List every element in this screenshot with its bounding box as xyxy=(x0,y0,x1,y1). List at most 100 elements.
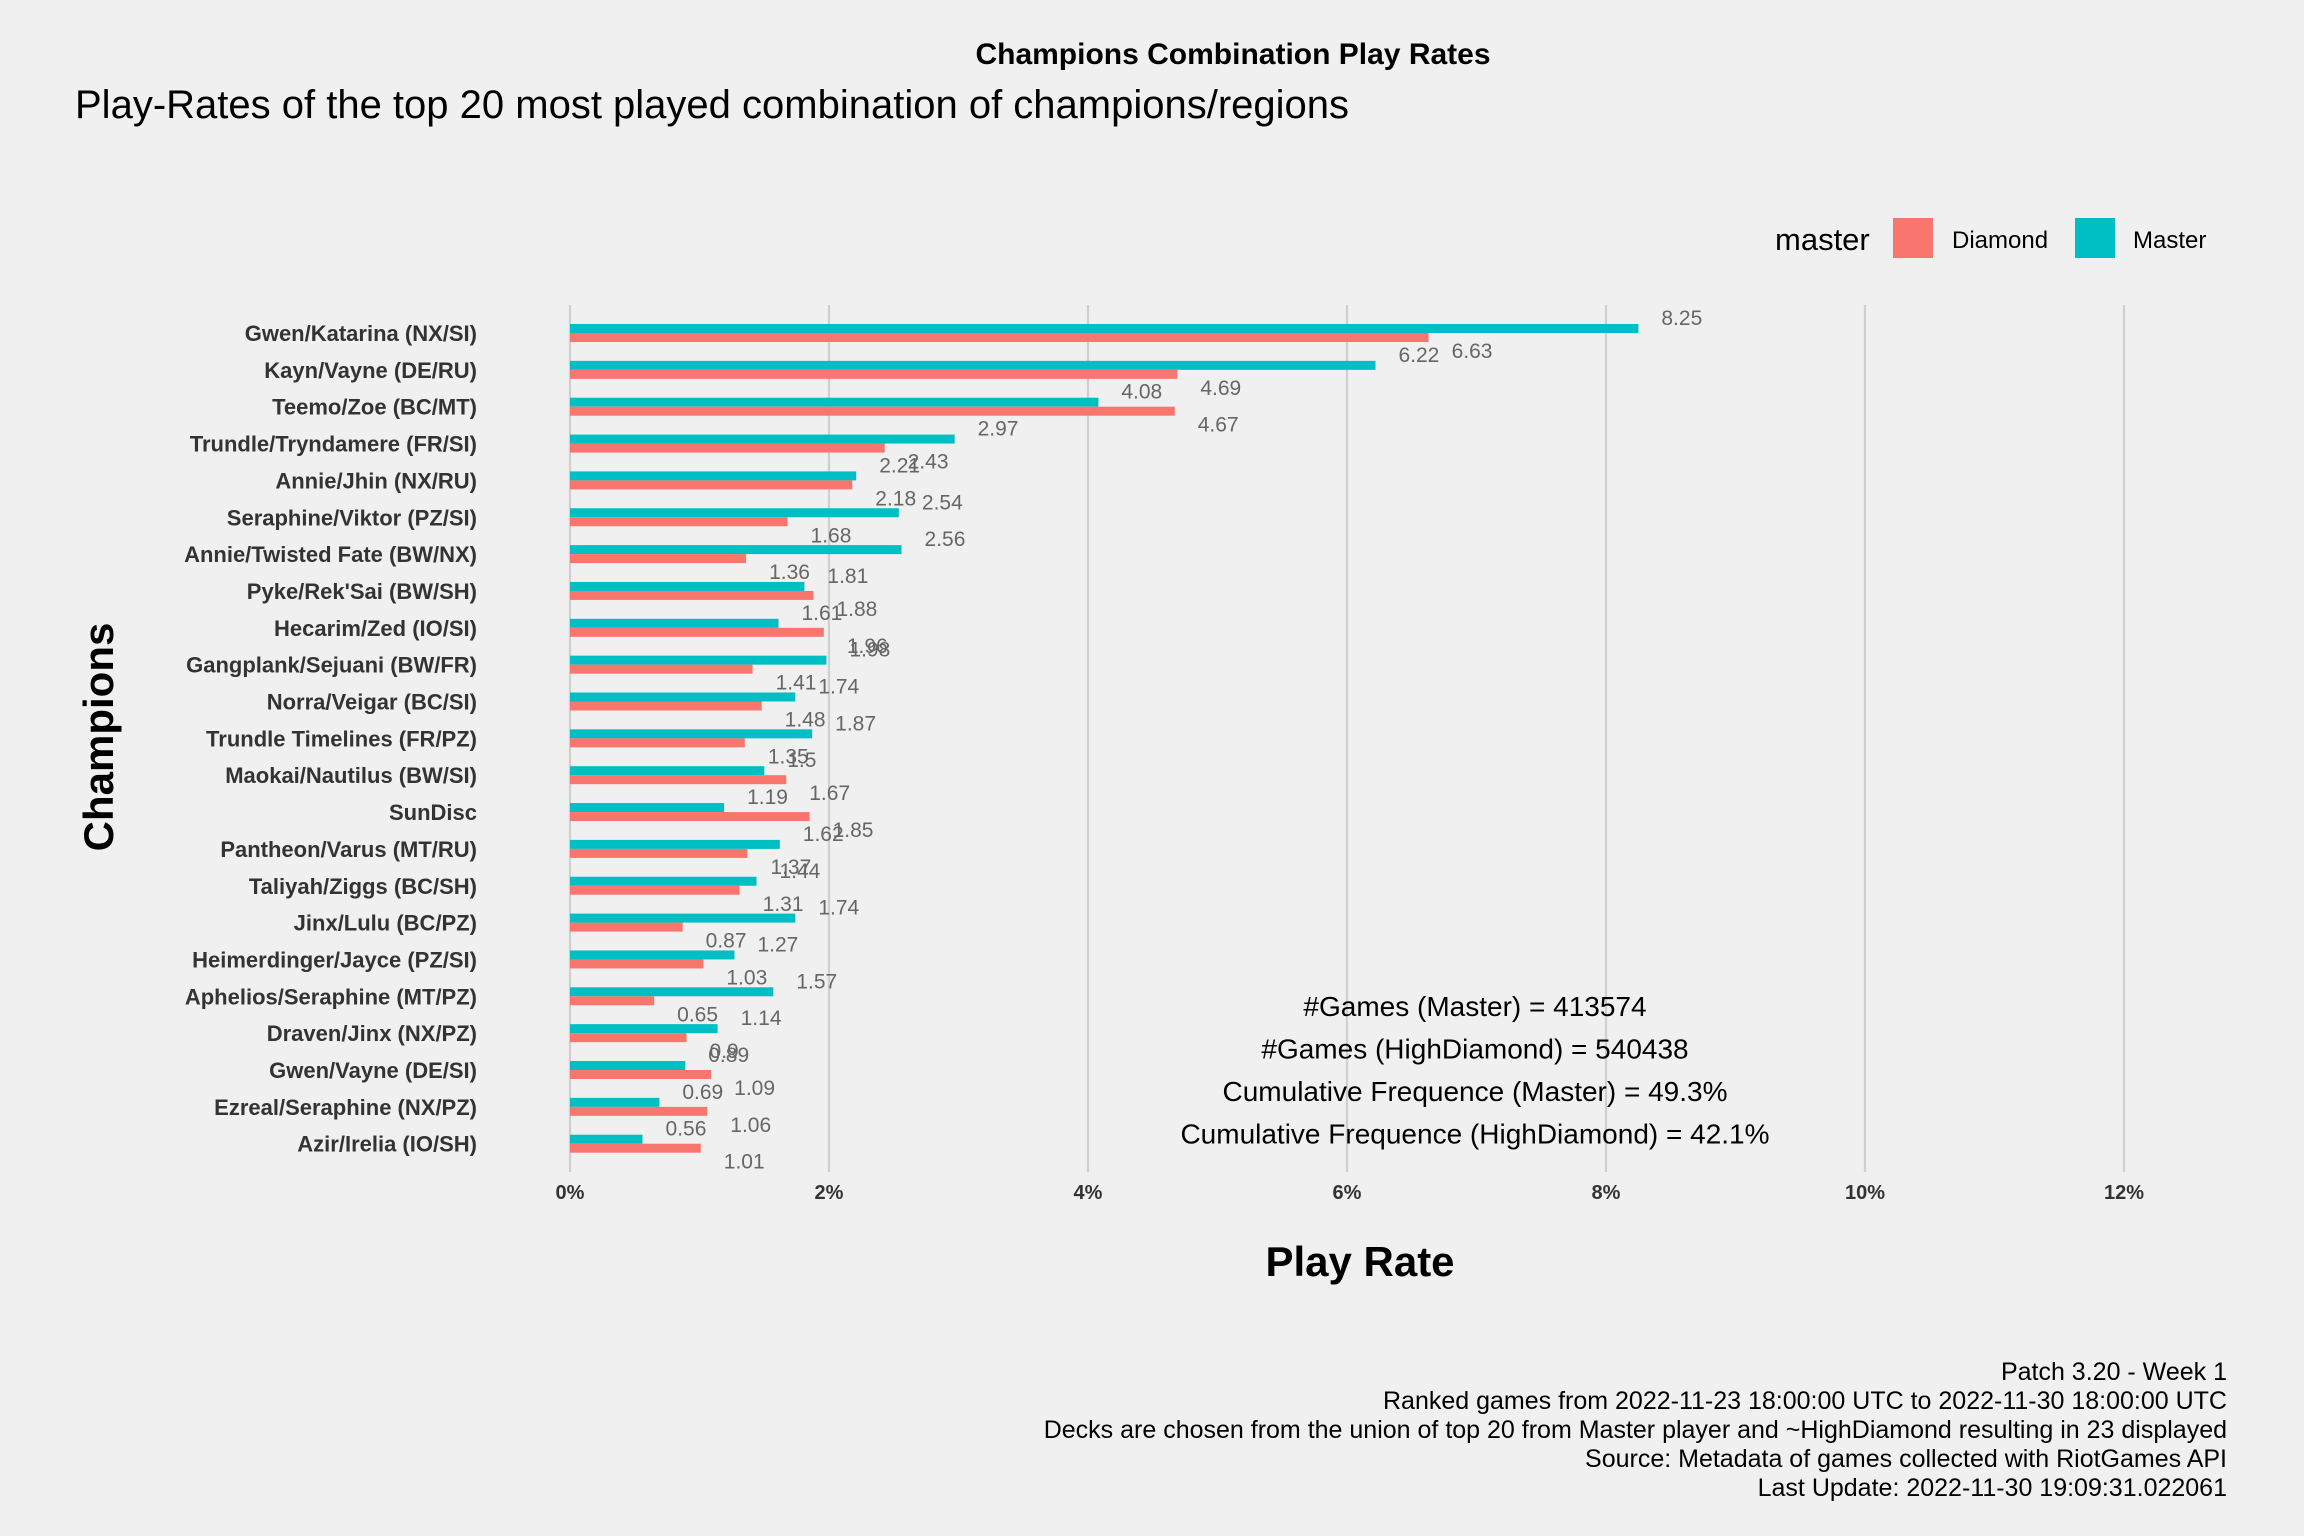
x-tick-label-3: 6% xyxy=(1333,1182,1362,1204)
value-label-diamond-16: 0.87 xyxy=(706,930,747,953)
x-tick-label-5: 10% xyxy=(1845,1182,1885,1204)
category-label-7: Pyke/Rek'Sai (BW/SH) xyxy=(247,579,477,604)
value-label-diamond-3: 2.43 xyxy=(908,451,949,474)
bar-diamond-16 xyxy=(570,922,683,932)
value-label-master-1: 6.22 xyxy=(1398,344,1439,367)
bar-master-3 xyxy=(570,434,955,444)
bar-diamond-20 xyxy=(570,1070,712,1079)
chart-title: Champions Combination Play Rates xyxy=(975,38,1490,71)
chart-subtitle: Play-Rates of the top 20 most played com… xyxy=(75,83,1349,127)
category-label-5: Seraphine/Viktor (PZ/SI) xyxy=(227,505,477,530)
value-label-master-15: 1.44 xyxy=(779,860,820,883)
category-label-11: Trundle Timelines (FR/PZ) xyxy=(206,726,477,751)
legend: master Diamond Master xyxy=(1775,218,2206,258)
bar-diamond-12 xyxy=(570,775,787,785)
y-axis-title: Champions xyxy=(75,623,122,852)
value-label-master-11: 1.87 xyxy=(835,712,876,735)
value-label-diamond-19: 0.9 xyxy=(710,1040,739,1063)
bar-diamond-21 xyxy=(570,1106,708,1116)
value-label-master-2: 4.08 xyxy=(1121,381,1162,404)
bar-master-14 xyxy=(570,839,780,849)
bar-diamond-15 xyxy=(570,885,740,895)
value-label-diamond-4: 2.18 xyxy=(875,487,916,510)
bar-master-5 xyxy=(570,508,899,518)
category-label-3: Trundle/Tryndamere (FR/SI) xyxy=(190,432,477,457)
value-label-master-0: 8.25 xyxy=(1661,307,1702,330)
bar-master-22 xyxy=(570,1134,643,1144)
bars xyxy=(570,324,1639,1153)
bar-diamond-0 xyxy=(570,333,1429,342)
caption-line-0: Patch 3.20 - Week 1 xyxy=(2001,1358,2227,1386)
bar-diamond-18 xyxy=(570,996,655,1006)
category-label-2: Teemo/Zoe (BC/MT) xyxy=(272,395,477,420)
bar-master-4 xyxy=(570,471,857,481)
bar-diamond-5 xyxy=(570,517,788,527)
value-label-diamond-10: 1.48 xyxy=(785,709,826,732)
bar-master-10 xyxy=(570,692,796,702)
value-label-master-3: 2.97 xyxy=(978,418,1019,441)
legend-swatch-master xyxy=(2075,218,2115,258)
bar-diamond-9 xyxy=(570,664,753,674)
bar-master-13 xyxy=(570,803,725,813)
bar-diamond-19 xyxy=(570,1033,687,1043)
bar-diamond-17 xyxy=(570,959,704,969)
value-label-diamond-7: 1.88 xyxy=(836,598,877,621)
annotation-2: Cumulative Frequence (Master) = 49.3% xyxy=(1223,1076,1728,1107)
bar-diamond-14 xyxy=(570,848,748,858)
value-label-diamond-13: 1.85 xyxy=(833,819,874,842)
category-label-18: Aphelios/Seraphine (MT/PZ) xyxy=(185,984,477,1009)
bar-master-16 xyxy=(570,913,796,923)
category-label-16: Jinx/Lulu (BC/PZ) xyxy=(294,911,477,936)
value-label-master-7: 1.81 xyxy=(827,565,868,588)
value-label-master-8: 1.61 xyxy=(801,602,842,625)
legend-label-master: Master xyxy=(2133,227,2206,254)
category-label-17: Heimerdinger/Jayce (PZ/SI) xyxy=(192,947,477,972)
bar-diamond-10 xyxy=(570,701,762,711)
value-label-master-19: 1.14 xyxy=(741,1007,782,1030)
value-label-diamond-1: 4.69 xyxy=(1200,377,1241,400)
x-axis-title: Play Rate xyxy=(1265,1238,1454,1285)
category-label-14: Pantheon/Varus (MT/RU) xyxy=(220,837,477,862)
bar-master-8 xyxy=(570,618,779,628)
value-label-master-5: 2.54 xyxy=(922,491,963,514)
category-label-15: Taliyah/Ziggs (BC/SH) xyxy=(249,874,477,899)
bar-master-7 xyxy=(570,581,805,591)
caption-line-3: Source: Metadata of games collected with… xyxy=(1585,1445,2227,1473)
value-label-diamond-21: 1.06 xyxy=(730,1114,771,1137)
x-tick-label-4: 8% xyxy=(1592,1182,1621,1204)
category-label-19: Draven/Jinx (NX/PZ) xyxy=(267,1021,477,1046)
value-label-diamond-8: 1.96 xyxy=(847,635,888,658)
bar-diamond-2 xyxy=(570,406,1175,416)
x-tick-label-2: 4% xyxy=(1074,1182,1103,1204)
legend-swatch-diamond xyxy=(1893,218,1933,258)
bar-diamond-1 xyxy=(570,369,1178,379)
bar-master-18 xyxy=(570,987,774,997)
value-label-master-4: 2.21 xyxy=(879,454,920,477)
bar-diamond-4 xyxy=(570,480,853,490)
value-label-diamond-17: 1.03 xyxy=(726,966,767,989)
value-label-diamond-5: 1.68 xyxy=(811,524,852,547)
category-label-12: Maokai/Nautilus (BW/SI) xyxy=(225,763,477,788)
value-label-diamond-11: 1.35 xyxy=(768,745,809,768)
value-label-diamond-0: 6.63 xyxy=(1452,340,1493,363)
value-label-diamond-2: 4.67 xyxy=(1198,414,1239,437)
bar-master-1 xyxy=(570,360,1376,370)
category-labels: Gwen/Katarina (NX/SI) Kayn/Vayne (DE/RU) T… xyxy=(184,321,477,1157)
value-label-master-17: 1.27 xyxy=(757,933,798,956)
x-tick-labels: 0% 2% 4% 6% 8% 10% 12% xyxy=(556,1182,2145,1204)
legend-title: master xyxy=(1775,222,1870,257)
bar-master-15 xyxy=(570,876,757,886)
value-label-master-18: 1.57 xyxy=(796,970,837,993)
category-label-9: Gangplank/Sejuani (BW/FR) xyxy=(186,653,477,678)
category-label-10: Norra/Veigar (BC/SI) xyxy=(267,690,477,715)
value-label-master-20: 0.89 xyxy=(708,1044,749,1067)
bar-diamond-11 xyxy=(570,738,745,748)
bar-master-12 xyxy=(570,766,765,776)
value-label-diamond-20: 1.09 xyxy=(734,1077,775,1100)
category-label-21: Ezreal/Seraphine (NX/PZ) xyxy=(214,1095,477,1120)
value-label-diamond-14: 1.37 xyxy=(770,856,811,879)
value-label-master-14: 1.62 xyxy=(803,823,844,846)
value-label-diamond-22: 1.01 xyxy=(724,1151,765,1174)
bar-master-0 xyxy=(570,324,1639,333)
